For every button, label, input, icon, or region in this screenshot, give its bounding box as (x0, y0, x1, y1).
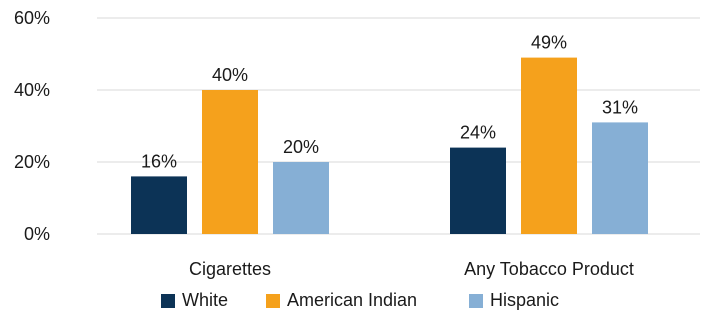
legend-label: White (182, 290, 228, 310)
data-label: 20% (283, 137, 319, 157)
y-tick-label: 0% (24, 224, 50, 244)
y-tick-label: 40% (14, 80, 50, 100)
category-label: Any Tobacco Product (464, 259, 634, 279)
data-labels: 16% 40% 20% 24% 49% 31% (141, 33, 638, 172)
legend-label: Hispanic (490, 290, 559, 310)
legend-swatch (161, 294, 175, 308)
y-tick-label: 60% (14, 8, 50, 28)
y-axis-tick-labels: 0% 20% 40% 60% (14, 8, 50, 244)
data-label: 49% (531, 33, 567, 53)
legend: White American Indian Hispanic (161, 290, 559, 310)
bars (131, 57, 648, 234)
legend-swatch (469, 294, 483, 308)
bar (273, 162, 329, 234)
category-label: Cigarettes (189, 259, 271, 279)
data-label: 40% (212, 65, 248, 85)
bar (592, 122, 648, 234)
bar (450, 147, 506, 234)
bar (202, 90, 258, 234)
x-axis-category-labels: Cigarettes Any Tobacco Product (189, 259, 634, 279)
y-tick-label: 20% (14, 152, 50, 172)
legend-label: American Indian (287, 290, 417, 310)
bar (521, 57, 577, 234)
bar (131, 176, 187, 234)
data-label: 24% (460, 123, 496, 143)
legend-swatch (266, 294, 280, 308)
data-label: 31% (602, 97, 638, 117)
data-label: 16% (141, 151, 177, 171)
